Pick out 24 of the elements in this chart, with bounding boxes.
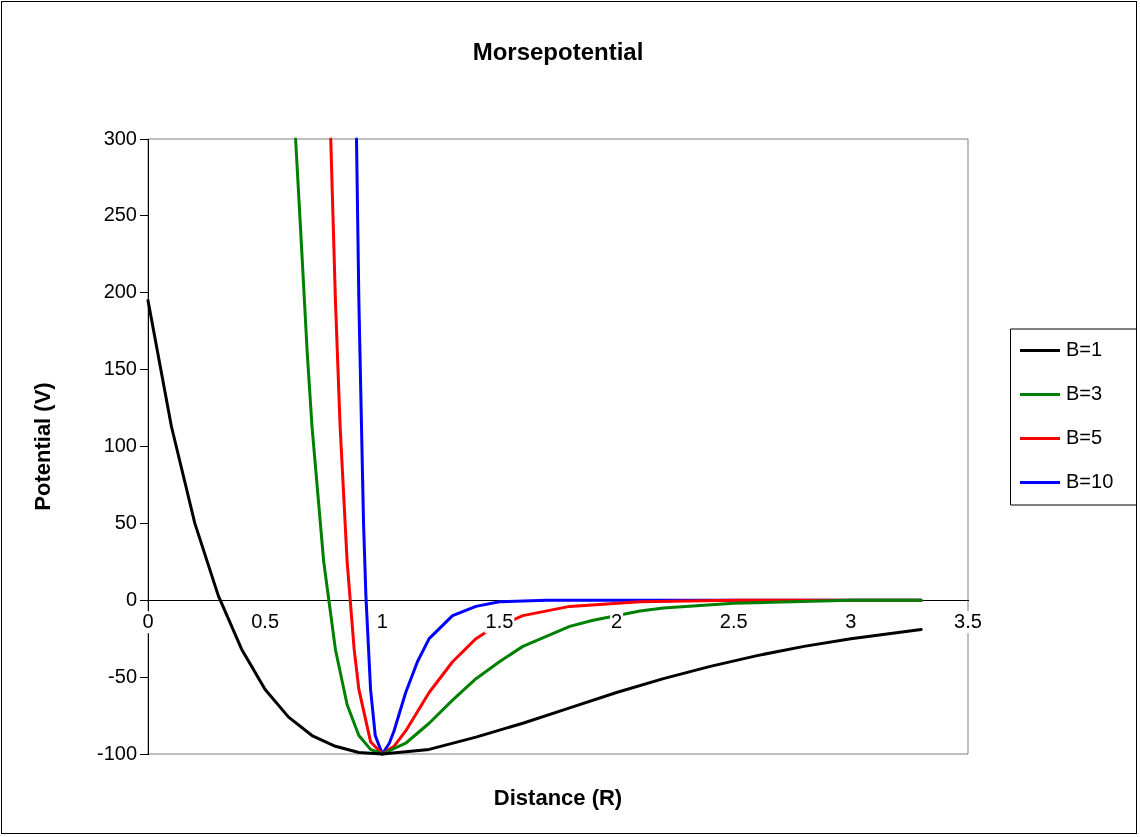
chart-title: Morsepotential xyxy=(472,37,644,65)
legend-label: B=5 xyxy=(1066,426,1103,449)
x-tick-label: 0.5 xyxy=(251,609,280,632)
y-tick-label: 250 xyxy=(103,203,137,226)
y-tick-label: 200 xyxy=(103,280,137,303)
y-tick-label: 50 xyxy=(114,510,137,533)
y-tick-label: 100 xyxy=(103,434,137,457)
x-tick-label: 3.5 xyxy=(954,609,982,632)
x-tick-label: 3 xyxy=(845,609,857,632)
legend-label: B=3 xyxy=(1066,382,1103,405)
legend-label: B=1 xyxy=(1066,338,1103,361)
legend-label: B=10 xyxy=(1066,470,1114,493)
x-tick-label: 2.5 xyxy=(719,609,748,632)
y-axis-title: Potential (V) xyxy=(30,382,56,511)
x-axis-title: Distance (R) xyxy=(493,785,623,811)
y-tick-label: -100 xyxy=(96,741,137,764)
y-tick-label: -50 xyxy=(108,664,137,687)
y-tick-label: 300 xyxy=(103,126,137,149)
x-tick-label: 0 xyxy=(142,609,154,632)
x-tick-label: 1.5 xyxy=(485,609,514,632)
x-tick-label: 1 xyxy=(376,609,388,632)
y-tick-label: 150 xyxy=(103,357,137,380)
y-tick-label: 0 xyxy=(125,587,137,610)
x-tick-label: 2 xyxy=(611,609,623,632)
